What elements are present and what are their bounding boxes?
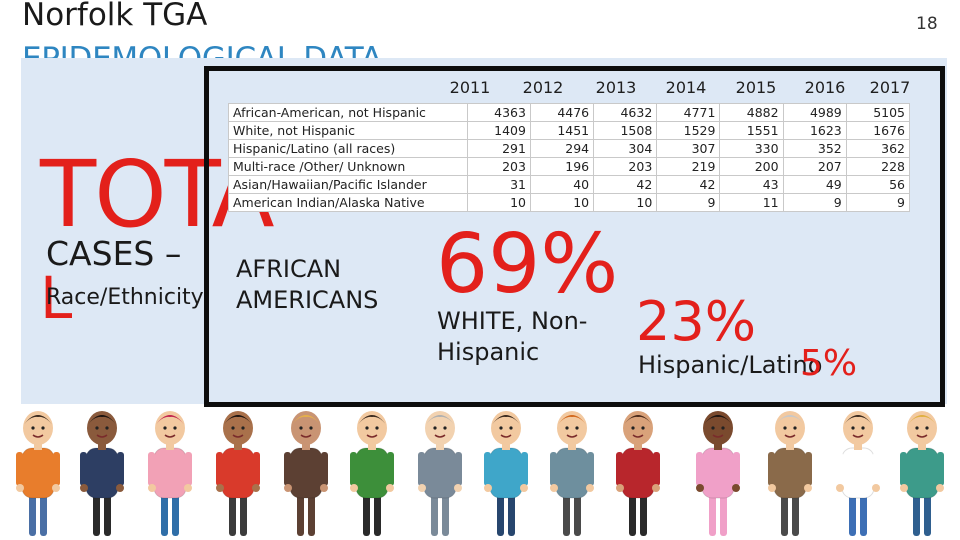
table-cell: 5105: [845, 103, 911, 122]
table-cell: 4476: [529, 103, 595, 122]
table-cell: 294: [529, 139, 595, 158]
person-figure: [284, 411, 328, 536]
year-header-2014: 2014: [665, 78, 707, 97]
table-cell: 219: [656, 157, 721, 176]
table-row: White, not Hispanic 1409 1451 1508 1529 1551 1…: [228, 121, 911, 140]
year-header-2011: 2011: [449, 78, 491, 97]
table-row: Hispanic/Latino (all races) 291 294 304 307 3…: [228, 139, 911, 158]
person-figure: [484, 411, 528, 536]
white-label: WHITE, Non-Hispanic: [437, 307, 588, 366]
table-row: African-American, not Hispanic 4363 4476 46…: [228, 103, 911, 122]
table-cell: 330: [719, 139, 784, 158]
person-figure: [616, 411, 660, 536]
table-row: Multi-race /Other/ Unknown 203 196 203 219 20…: [228, 157, 911, 176]
table-cell: 1676: [845, 121, 911, 140]
table-row: Asian/Hawaiian/Pacific Islander 31 40 42 42 4…: [228, 175, 911, 194]
row-label: African-American, not Hispanic: [228, 103, 468, 122]
table-cell: 1451: [529, 121, 595, 140]
year-header-2015: 2015: [735, 78, 777, 97]
year-header-row: 2011 2012 2013 2014 2015 2016 2017: [440, 78, 920, 102]
table-cell: 304: [593, 139, 658, 158]
row-label: White, not Hispanic: [228, 121, 468, 140]
table-cell: 9: [845, 193, 911, 212]
person-figure: [16, 411, 60, 536]
person-figure: [80, 411, 124, 536]
year-header-2017: 2017: [869, 78, 911, 97]
table-cell: 9: [782, 193, 847, 212]
table-cell: 307: [656, 139, 721, 158]
row-label: American Indian/Alaska Native: [228, 193, 468, 212]
person-figure: [836, 411, 880, 536]
table-cell: 56: [845, 175, 911, 194]
person-figure: [148, 411, 192, 536]
table-cell: 196: [529, 157, 595, 176]
highlight-frame: [204, 66, 945, 407]
row-label: Multi-race /Other/ Unknown: [228, 157, 468, 176]
year-header-2013: 2013: [595, 78, 637, 97]
person-figure: [216, 411, 260, 536]
table-cell: 42: [656, 175, 721, 194]
person-figure: [550, 411, 594, 536]
table-cell: 4882: [719, 103, 784, 122]
table-cell: 203: [593, 157, 658, 176]
row-label: Asian/Hawaiian/Pacific Islander: [228, 175, 468, 194]
year-header-2016: 2016: [804, 78, 846, 97]
table-cell: 1623: [782, 121, 847, 140]
african-american-label: AFRICAN AMERICANS: [236, 255, 379, 314]
slide-number: 18: [916, 14, 938, 34]
person-figure: [350, 411, 394, 536]
table-cell: 4771: [656, 103, 721, 122]
big-total-word-end: L: [40, 264, 73, 332]
hispanic-label: Hispanic/Latino: [638, 351, 823, 379]
cases-label: CASES –: [46, 234, 182, 273]
hispanic-percent: 23%: [636, 290, 757, 353]
table-cell: 207: [782, 157, 847, 176]
table-cell: 42: [593, 175, 658, 194]
page-title: Norfolk TGA: [22, 0, 208, 33]
table-cell: 352: [782, 139, 847, 158]
year-header-2012: 2012: [522, 78, 564, 97]
table-cell: 10: [466, 193, 531, 212]
table-cell: 1409: [466, 121, 531, 140]
row-label: Hispanic/Latino (all races): [228, 139, 468, 158]
table-cell: 31: [466, 175, 531, 194]
table-cell: 228: [845, 157, 911, 176]
diverse-people-group-icon: [16, 411, 944, 536]
table-cell: 291: [466, 139, 531, 158]
table-cell: 200: [719, 157, 784, 176]
table-cell: 43: [719, 175, 784, 194]
person-figure: [696, 411, 740, 536]
table-cell: 1529: [656, 121, 721, 140]
table-cell: 4363: [466, 103, 531, 122]
table-cell: 4632: [593, 103, 658, 122]
person-figure: [900, 411, 944, 536]
white-percent: 69%: [436, 217, 619, 312]
table-cell: 4989: [782, 103, 847, 122]
table-cell: 40: [529, 175, 595, 194]
table-cell: 362: [845, 139, 911, 158]
other-percent: 5%: [800, 343, 858, 384]
table-cell: 9: [656, 193, 721, 212]
race-ethnicity-label: Race/Ethnicity: [46, 285, 204, 310]
table-cell: 1551: [719, 121, 784, 140]
person-figure: [418, 411, 462, 536]
table-cell: 49: [782, 175, 847, 194]
table-cell: 11: [719, 193, 784, 212]
person-figure: [768, 411, 812, 536]
table-row: American Indian/Alaska Native 10 10 10 9 11 9 9: [228, 193, 911, 212]
table-cell: 10: [593, 193, 658, 212]
table-cell: 203: [466, 157, 531, 176]
cases-table: African-American, not Hispanic 4363 4476 46…: [228, 103, 911, 212]
table-cell: 1508: [593, 121, 658, 140]
table-cell: 10: [529, 193, 595, 212]
